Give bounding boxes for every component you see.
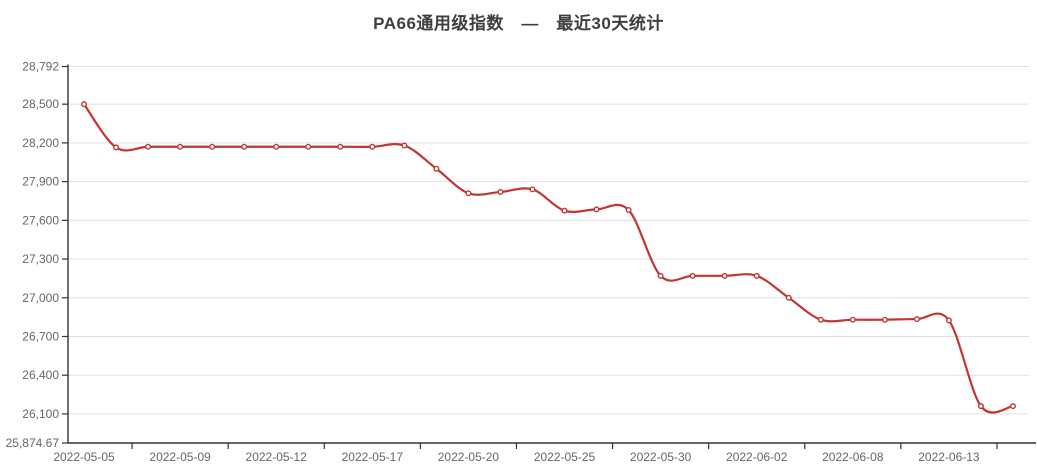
y-axis-tick-label: 28,500: [22, 97, 59, 111]
y-axis-tick-label: 27,000: [22, 291, 59, 305]
chart-title: PA66通用级指数 — 最近30天统计: [373, 14, 664, 33]
x-axis-tick-label: 2022-06-08: [822, 450, 884, 464]
x-axis-tick-label: 2022-06-13: [918, 450, 980, 464]
data-point-marker[interactable]: [113, 144, 120, 151]
data-point-marker[interactable]: [177, 143, 184, 150]
data-point-marker[interactable]: [753, 272, 760, 279]
data-point-marker[interactable]: [241, 143, 248, 150]
y-axis-tick-label: 27,900: [22, 175, 59, 189]
data-point-marker[interactable]: [817, 316, 824, 323]
data-point-marker[interactable]: [145, 143, 152, 150]
data-point-marker[interactable]: [497, 188, 504, 195]
x-axis-tick-label: 2022-05-09: [149, 450, 211, 464]
data-point-marker[interactable]: [785, 294, 792, 301]
data-point-marker[interactable]: [657, 272, 664, 279]
data-point-marker[interactable]: [81, 101, 88, 108]
x-axis-tick-label: 2022-06-02: [726, 450, 788, 464]
data-point-marker[interactable]: [305, 143, 312, 150]
x-axis-tick-label: 2022-05-30: [630, 450, 692, 464]
data-point-marker[interactable]: [849, 316, 856, 323]
x-axis-tick-label: 2022-05-25: [534, 450, 596, 464]
data-point-marker[interactable]: [689, 272, 696, 279]
data-point-marker[interactable]: [561, 207, 568, 214]
y-axis-tick-label: 26,700: [22, 329, 59, 343]
y-axis-tick-label: 25,874.67: [6, 436, 60, 450]
y-axis-tick-label: 28,200: [22, 136, 59, 150]
data-point-marker[interactable]: [945, 317, 952, 324]
data-point-marker[interactable]: [433, 165, 440, 172]
data-point-marker[interactable]: [369, 143, 376, 150]
series-line: [83, 103, 1014, 414]
x-axis-tick-label: 2022-05-12: [246, 450, 308, 464]
y-axis-tick-label: 26,400: [22, 368, 59, 382]
x-axis-tick-label: 2022-05-20: [438, 450, 500, 464]
data-point-marker[interactable]: [337, 143, 344, 150]
data-point-marker[interactable]: [913, 316, 920, 323]
data-point-marker[interactable]: [593, 206, 600, 213]
data-point-marker[interactable]: [401, 142, 408, 149]
data-point-marker[interactable]: [881, 316, 888, 323]
data-point-marker[interactable]: [977, 403, 984, 410]
y-axis-tick-label: 27,600: [22, 213, 59, 227]
data-point-marker[interactable]: [625, 207, 632, 214]
y-axis-tick-label: 27,300: [22, 252, 59, 266]
y-axis-tick-label: 26,100: [22, 407, 59, 421]
y-axis-tick-label: 28,792: [22, 60, 59, 74]
data-point-marker[interactable]: [721, 272, 728, 279]
data-point-marker[interactable]: [465, 190, 472, 197]
x-axis-tick-label: 2022-05-05: [53, 450, 115, 464]
data-point-marker[interactable]: [1009, 403, 1016, 410]
data-point-marker[interactable]: [209, 143, 216, 150]
x-axis-tick-label: 2022-05-17: [342, 450, 404, 464]
data-point-marker[interactable]: [529, 186, 536, 193]
data-point-marker[interactable]: [273, 143, 280, 150]
